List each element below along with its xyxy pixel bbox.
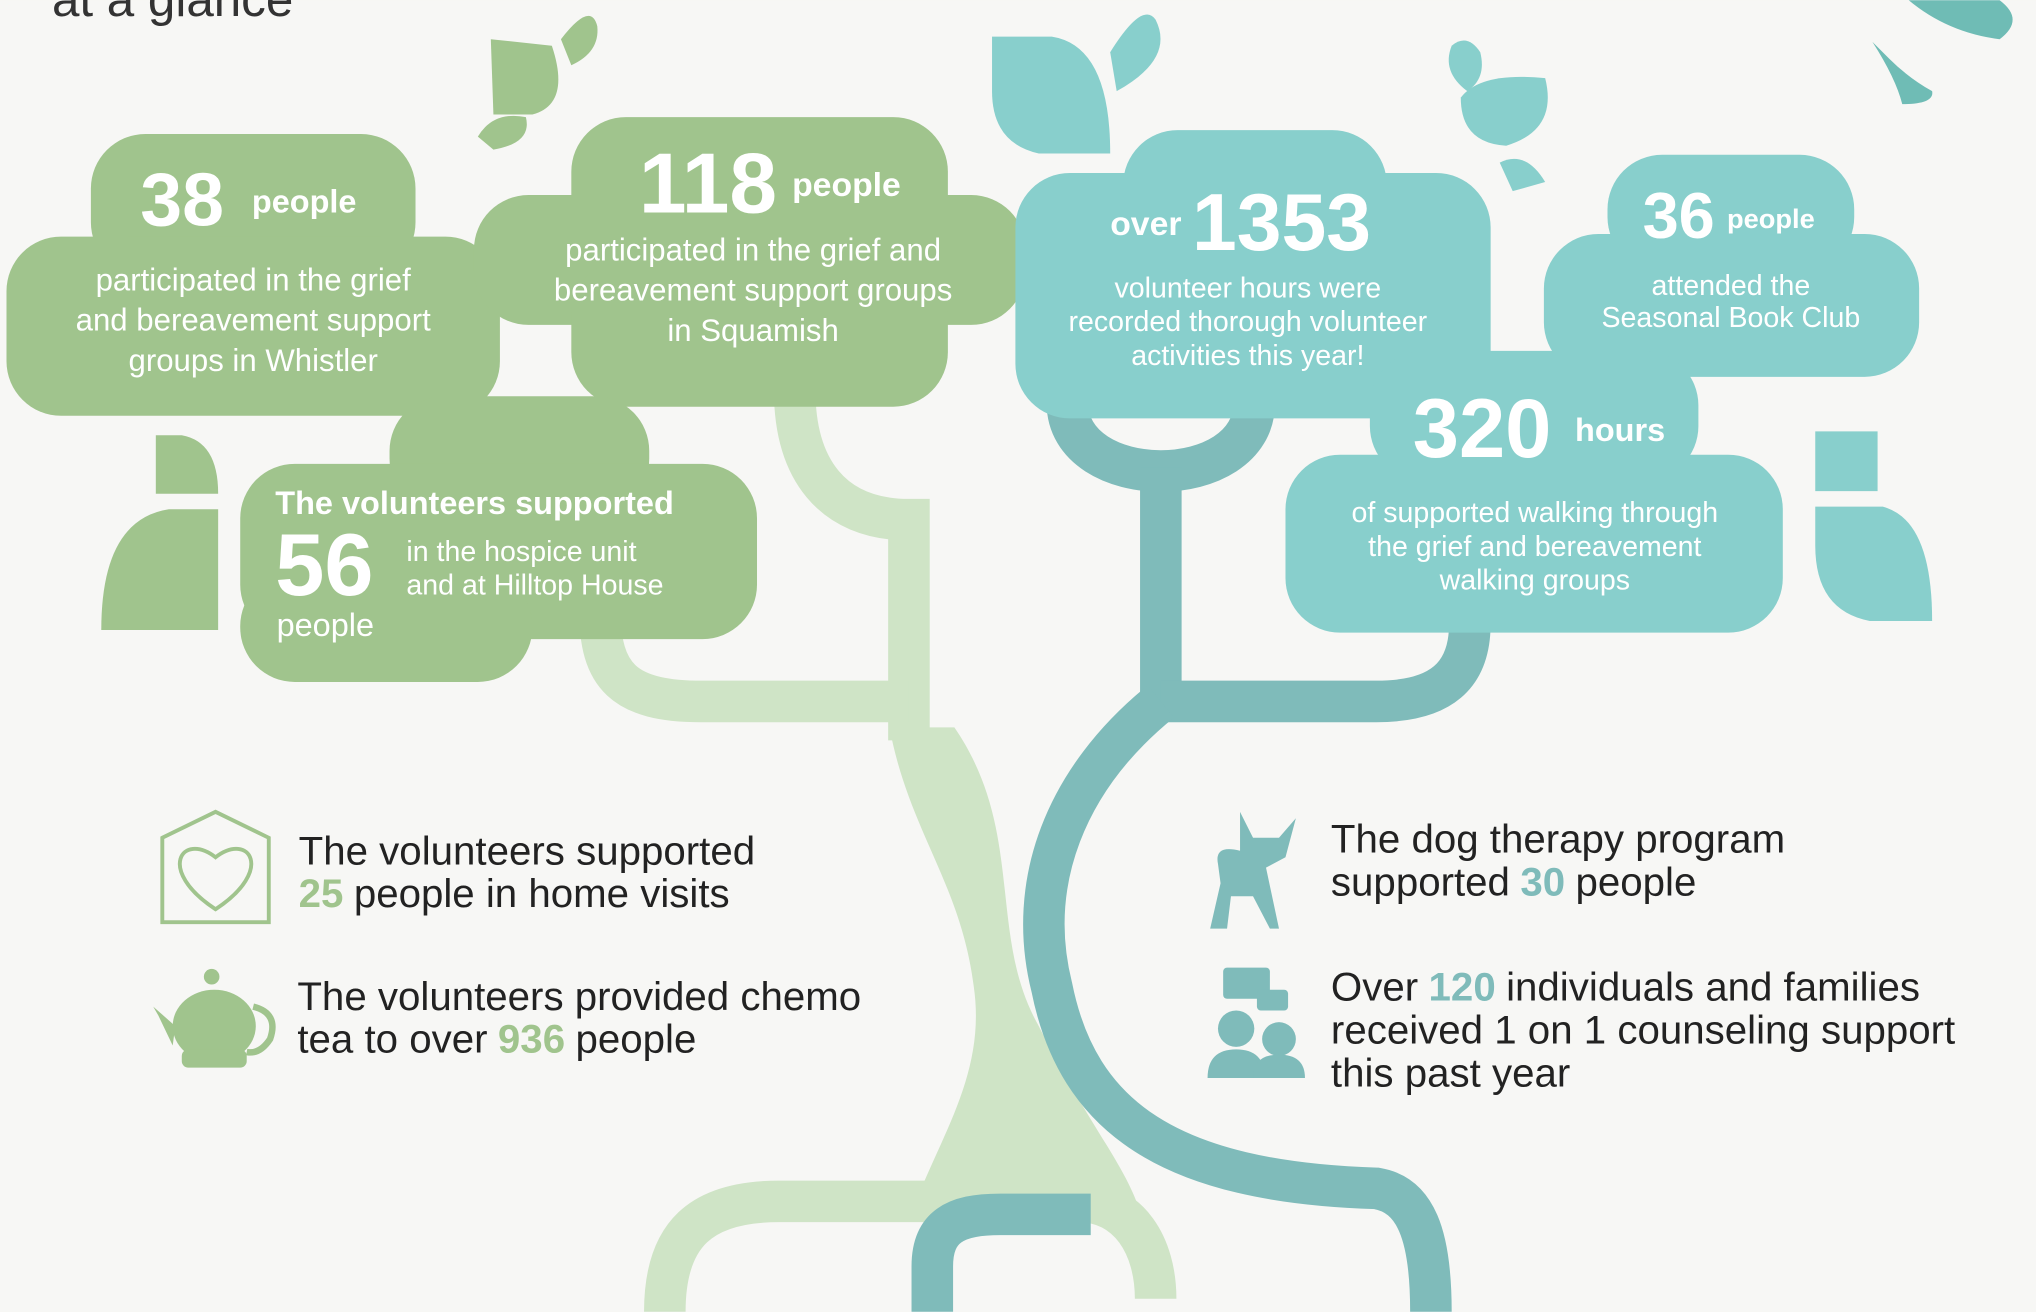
fact-text: tea to over — [297, 1016, 487, 1061]
cloud-text: of supported walking through — [1351, 497, 1718, 529]
cloud-text: participated in the grief and — [565, 232, 941, 267]
cloud-number: 36 — [1643, 179, 1715, 252]
fact-text: people — [1576, 859, 1697, 904]
cloud-text: and at Hilltop House — [406, 570, 663, 602]
cloud-text: in the hospice unit — [406, 536, 636, 568]
fact-text: The volunteers provided chemo — [297, 973, 861, 1018]
fact-text: people — [575, 1016, 696, 1061]
title: at a glance — [52, 0, 293, 27]
cloud-unit: people — [252, 184, 357, 220]
cloud-text: bereavement support groups — [554, 273, 952, 308]
fact-text: people in home visits — [354, 871, 730, 916]
cloud-number: 320 — [1413, 382, 1552, 475]
infographic: at a glance — [0, 0, 2036, 1312]
cloud-text: activities this year! — [1131, 340, 1364, 372]
cloud-text: attended the — [1651, 270, 1810, 302]
highlight-number: 25 — [299, 871, 344, 916]
cloud-number: 56 — [275, 515, 373, 614]
cloud-text: the grief and bereavement — [1368, 531, 1701, 563]
cloud-unit: people — [1727, 203, 1815, 234]
fact-text: received 1 on 1 counseling support — [1331, 1007, 1955, 1052]
cloud-text: in Squamish — [667, 313, 838, 348]
fact-line: The dog therapy program — [1331, 816, 1785, 861]
cloud-text: participated in the grief — [96, 262, 412, 297]
cloud-number: 1353 — [1192, 178, 1371, 268]
leaf — [491, 39, 559, 114]
fact-text: Over — [1331, 964, 1418, 1009]
fact-text: this past year — [1331, 1050, 1570, 1095]
cloud-unit: people — [792, 166, 901, 204]
cloud-prefix: over — [1110, 205, 1181, 243]
cloud-number: 38 — [140, 157, 224, 241]
cloud-text: Seasonal Book Club — [1602, 302, 1861, 334]
page: at a glance — [0, 0, 2036, 1312]
fact-line: The volunteers provided chemo — [297, 973, 861, 1018]
leaf — [1815, 431, 1877, 491]
fact-line: received 1 on 1 counseling support — [1331, 1007, 1955, 1052]
cloud-number: 118 — [639, 135, 777, 231]
cloud-text: recorded thorough volunteer — [1068, 306, 1427, 338]
cloud-text: volunteer hours were — [1115, 272, 1382, 304]
cloud-text: walking groups — [1439, 565, 1630, 597]
fact-text: individuals and families — [1506, 964, 1920, 1009]
fact-text: The volunteers supported — [299, 828, 755, 873]
highlight-number: 120 — [1429, 964, 1496, 1009]
fact-text: The dog therapy program — [1331, 816, 1785, 861]
fact-line: this past year — [1331, 1050, 1570, 1095]
cloud-text: and bereavement support — [76, 303, 431, 338]
fact-text: supported — [1331, 859, 1510, 904]
highlight-number: 30 — [1520, 859, 1565, 904]
highlight-number: 936 — [498, 1016, 565, 1061]
fact-line: The volunteers supported — [299, 828, 755, 873]
cloud-unit: hours — [1575, 412, 1665, 448]
cloud-text: groups in Whistler — [129, 343, 378, 378]
cloud-unit: people — [277, 607, 374, 643]
